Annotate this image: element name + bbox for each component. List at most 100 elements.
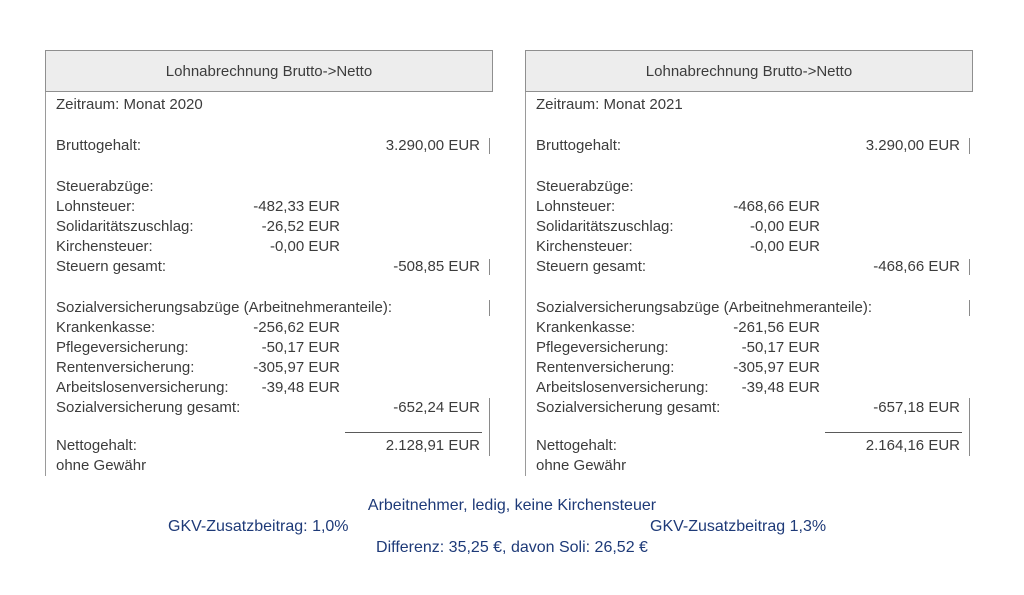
footer-line-3: Differenz: 35,25 €, davon Soli: 26,52 € — [0, 537, 1024, 558]
payroll-panel-2021: Lohnabrechnung Brutto->Netto Zeitraum: M… — [525, 50, 973, 476]
social-row-value: -39,48 EUR — [261, 379, 340, 396]
gross-row: Bruttogehalt: 3.290,00 EUR — [46, 136, 493, 156]
net-label: Nettogehalt: — [536, 437, 617, 454]
cell-border-tick — [969, 418, 970, 436]
social-section-row: Sozialversicherungsabzüge (Arbeitnehmera… — [46, 298, 493, 318]
spacer-row — [46, 115, 493, 136]
tax-row-label: Solidaritätszuschlag: — [536, 218, 674, 235]
social-row-rente: Rentenversicherung: -305,97 EUR — [46, 358, 493, 378]
gross-label: Bruttogehalt: — [56, 137, 142, 154]
cell-border-tick — [489, 259, 490, 275]
social-row-value: -305,97 EUR — [733, 359, 820, 376]
footer-notes: Arbeitnehmer, ledig, keine Kirchensteuer… — [0, 495, 1024, 558]
social-row-arbeitslosen: Arbeitslosenversicherung: -39,48 EUR — [526, 378, 973, 398]
social-total-value: -657,18 EUR — [873, 399, 960, 416]
tax-section-row: Steuerabzüge: — [46, 177, 493, 197]
panel-title-2020: Lohnabrechnung Brutto->Netto — [45, 50, 493, 92]
total-rule — [345, 432, 482, 433]
total-rule — [825, 432, 962, 433]
social-total-label: Sozialversicherung gesamt: — [536, 399, 721, 416]
tax-row-kirchensteuer: Kirchensteuer: -0,00 EUR — [46, 237, 493, 257]
gross-value: 3.290,00 EUR — [385, 137, 480, 154]
social-row-label: Krankenkasse: — [536, 319, 636, 336]
spacer-row — [46, 277, 493, 298]
gkv-2020-text: GKV-Zusatzbeitrag: 1,0% — [168, 518, 349, 535]
social-total-label: Sozialversicherung gesamt: — [56, 399, 241, 416]
cell-border-tick — [489, 418, 490, 436]
social-row-value: -261,56 EUR — [733, 319, 820, 336]
tax-row-label: Kirchensteuer: — [56, 238, 153, 255]
gross-row: Bruttogehalt: 3.290,00 EUR — [526, 136, 973, 156]
spacer-row — [526, 156, 973, 177]
social-total-row: Sozialversicherung gesamt: -652,24 EUR — [46, 398, 493, 418]
social-row-krankenkasse: Krankenkasse: -261,56 EUR — [526, 318, 973, 338]
period-row: Zeitraum: Monat 2021 — [526, 95, 973, 115]
net-row: Nettogehalt: 2.164,16 EUR — [526, 436, 973, 456]
disclaimer-label: ohne Gewähr — [536, 457, 627, 474]
cell-border-tick — [969, 300, 970, 316]
social-row-arbeitslosen: Arbeitslosenversicherung: -39,48 EUR — [46, 378, 493, 398]
social-row-rente: Rentenversicherung: -305,97 EUR — [526, 358, 973, 378]
cell-border-tick — [489, 138, 490, 154]
gkv-2021-text: GKV-Zusatzbeitrag 1,3% — [650, 518, 827, 535]
tax-row-soli: Solidaritätszuschlag: -26,52 EUR — [46, 217, 493, 237]
sum-rule-row — [526, 418, 973, 436]
spacer-row — [526, 115, 973, 136]
footer-scenario-text: Arbeitnehmer, ledig, keine Kirchensteuer — [367, 497, 657, 514]
net-label: Nettogehalt: — [56, 437, 137, 454]
cell-border-tick — [969, 398, 970, 418]
tax-section-label: Steuerabzüge: — [536, 178, 634, 195]
social-row-label: Pflegeversicherung: — [536, 339, 669, 356]
spacer-row — [46, 156, 493, 177]
cell-border-tick — [969, 436, 970, 456]
disclaimer-row: ohne Gewähr — [46, 456, 493, 476]
tax-row-label: Kirchensteuer: — [536, 238, 633, 255]
disclaimer-label: ohne Gewähr — [56, 457, 147, 474]
panel-title-2021: Lohnabrechnung Brutto->Netto — [525, 50, 973, 92]
social-section-row: Sozialversicherungsabzüge (Arbeitnehmera… — [526, 298, 973, 318]
social-row-label: Pflegeversicherung: — [56, 339, 189, 356]
tax-row-lohnsteuer: Lohnsteuer: -468,66 EUR — [526, 197, 973, 217]
cell-border-tick — [489, 398, 490, 418]
social-row-pflege: Pflegeversicherung: -50,17 EUR — [46, 338, 493, 358]
cell-border-tick — [969, 138, 970, 154]
social-row-value: -39,48 EUR — [741, 379, 820, 396]
panel-title-text: Lohnabrechnung Brutto->Netto — [645, 62, 853, 80]
net-row: Nettogehalt: 2.128,91 EUR — [46, 436, 493, 456]
net-value: 2.164,16 EUR — [865, 437, 960, 454]
tax-row-value: -468,66 EUR — [733, 198, 820, 215]
tax-total-row: Steuern gesamt: -508,85 EUR — [46, 257, 493, 277]
tax-section-label: Steuerabzüge: — [56, 178, 154, 195]
tax-total-label: Steuern gesamt: — [536, 258, 647, 275]
tax-section-row: Steuerabzüge: — [526, 177, 973, 197]
cell-border-tick — [969, 259, 970, 275]
period-row: Zeitraum: Monat 2020 — [46, 95, 493, 115]
tax-total-row: Steuern gesamt: -468,66 EUR — [526, 257, 973, 277]
tax-row-value: -26,52 EUR — [261, 218, 340, 235]
social-section-label: Sozialversicherungsabzüge (Arbeitnehmera… — [56, 299, 393, 316]
social-total-row: Sozialversicherung gesamt: -657,18 EUR — [526, 398, 973, 418]
tax-row-lohnsteuer: Lohnsteuer: -482,33 EUR — [46, 197, 493, 217]
social-row-value: -305,97 EUR — [253, 359, 340, 376]
social-section-label: Sozialversicherungsabzüge (Arbeitnehmera… — [536, 299, 873, 316]
social-row-label: Rentenversicherung: — [536, 359, 675, 376]
social-row-label: Rentenversicherung: — [56, 359, 195, 376]
gross-label: Bruttogehalt: — [536, 137, 622, 154]
tax-row-value: -0,00 EUR — [269, 238, 340, 255]
social-row-label: Arbeitslosenversicherung: — [536, 379, 709, 396]
tax-row-value: -0,00 EUR — [749, 218, 820, 235]
tax-row-label: Lohnsteuer: — [56, 198, 136, 215]
tax-row-label: Lohnsteuer: — [536, 198, 616, 215]
net-value: 2.128,91 EUR — [385, 437, 480, 454]
social-row-value: -50,17 EUR — [261, 339, 340, 356]
panel-body-2021: Zeitraum: Monat 2021 Bruttogehalt: 3.290… — [525, 92, 973, 476]
tax-row-kirchensteuer: Kirchensteuer: -0,00 EUR — [526, 237, 973, 257]
tax-row-value: -0,00 EUR — [749, 238, 820, 255]
footer-line-2: GKV-Zusatzbeitrag: 1,0% GKV-Zusatzbeitra… — [0, 516, 1024, 537]
social-row-pflege: Pflegeversicherung: -50,17 EUR — [526, 338, 973, 358]
panel-body-2020: Zeitraum: Monat 2020 Bruttogehalt: 3.290… — [45, 92, 493, 476]
social-row-label: Arbeitslosenversicherung: — [56, 379, 229, 396]
social-row-value: -50,17 EUR — [741, 339, 820, 356]
social-row-value: -256,62 EUR — [253, 319, 340, 336]
cell-border-tick — [489, 436, 490, 456]
